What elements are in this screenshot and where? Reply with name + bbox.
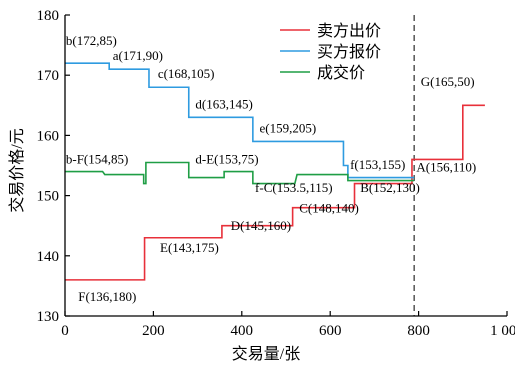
axes: 0 200 400 600 800 1 000 130 140 150 160 170 180 交易量/… [8,8,515,363]
y-tick-label: 140 [37,249,60,265]
annotation-label: a(171,90) [113,48,163,63]
annotation-label: F(136,180) [78,289,136,304]
annotation-label: A(156,110) [416,160,476,175]
annotation-label: e(159,205) [259,120,316,135]
annotation-label: c(168,105) [158,66,215,81]
legend-label: 成交价 [317,64,365,82]
y-axis-title: 交易价格/元 [8,128,26,212]
annotations: b(172,85)a(171,90) c(168,105) d(163,145) e(… [66,33,476,304]
annotation-label: B(152,130) [360,180,420,195]
legend-label: 买方报价 [317,43,381,61]
annotation-label: d(163,145) [195,96,252,111]
x-tick-label: 1 000 [490,323,515,339]
x-tick-label: 800 [407,323,430,339]
x-tick-label: 0 [61,323,69,339]
annotation-label: G(165,50) [421,74,475,89]
annotation-label: b(172,85) [66,33,117,48]
annotation-label: f(153,155) [350,157,405,172]
x-tick-label: 400 [231,323,254,339]
series-line-1 [65,62,415,179]
y-tick-label: 130 [37,309,60,325]
annotation-label: D(145,160) [231,218,291,233]
annotation-label: d-E(153,75) [195,152,258,167]
legend-label: 卖方出价 [317,22,381,40]
x-tick-label: 600 [319,323,342,339]
annotation-label: E(143,175) [160,240,219,255]
plot-lines [65,15,485,316]
annotation-label: b-F(154,85) [66,152,128,167]
y-tick-label: 180 [37,8,60,24]
annotation-label: C(148,140) [299,200,359,215]
series-line-2 [65,161,415,185]
series-line-0 [65,104,485,281]
annotation-label: f-C(153.5,115) [255,180,333,195]
y-tick-label: 150 [37,189,60,205]
x-tick-label: 200 [142,323,165,339]
x-axis-title: 交易量/张 [232,345,300,363]
y-tick-label: 160 [37,128,60,144]
y-tick-label: 170 [37,68,60,84]
